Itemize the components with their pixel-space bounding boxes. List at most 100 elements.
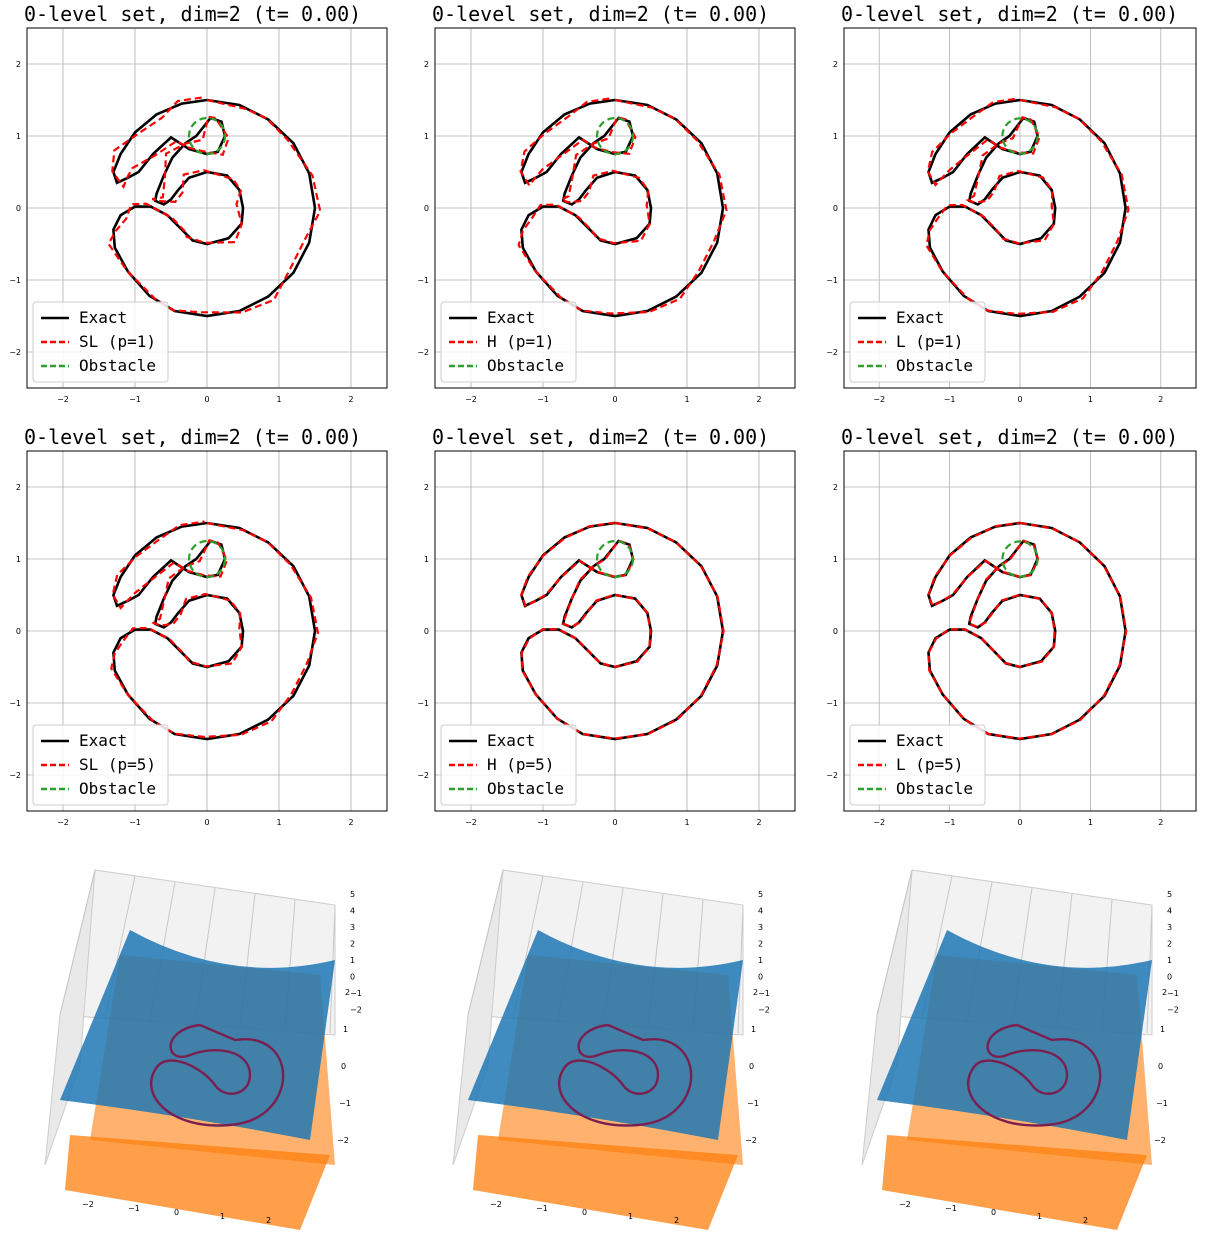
legend-label: Obstacle (79, 779, 156, 798)
z-tick-label: 1 (350, 956, 355, 965)
x-tick-label: 2 (348, 818, 353, 827)
z-tick-label: 1 (1167, 956, 1172, 965)
legend-label: Exact (896, 308, 944, 327)
z-tick-label: 5 (1167, 890, 1172, 899)
y-tick-label: −1 (826, 699, 838, 708)
z-tick-label: 3 (758, 923, 763, 932)
legend-label: Obstacle (896, 356, 973, 375)
x-tick-label: −2 (465, 395, 477, 404)
chart-title: 0-level set, dim=2 (t= 0.00) (24, 425, 362, 449)
chart-title: 0-level set, dim=2 (t= 0.00) (432, 425, 770, 449)
z-tick-label: −2 (1167, 1006, 1179, 1015)
obstacle-circle (595, 116, 635, 156)
z-tick-label: −1 (1167, 989, 1179, 998)
legend-label: Exact (487, 731, 535, 750)
z-tick-label: 0 (758, 973, 763, 982)
x-tick-label: 0 (204, 395, 209, 404)
y-tick-label: 2 (16, 483, 21, 492)
z-tick-label: 0 (1167, 973, 1172, 982)
y-tick-label: −2 (417, 771, 429, 780)
level-set-axes: −2 −2 −1 −1 0 0 1 1 2 2 Exact L (p=1) Obstacle (826, 27, 1197, 404)
x-tick-label: 2 (1083, 1216, 1088, 1225)
z-tick-label: 2 (758, 940, 763, 949)
axes-frame (434, 450, 796, 812)
y-tick-label: 2 (1162, 988, 1167, 997)
x-tick-label: −2 (57, 818, 69, 827)
x-tick-label: −2 (57, 395, 69, 404)
y-tick-label: 2 (833, 60, 838, 69)
y-tick-label: 2 (345, 988, 350, 997)
axes-frame (843, 450, 1197, 812)
y-tick-label: 1 (16, 555, 21, 564)
x-tick-label: −2 (465, 818, 477, 827)
x-tick-label: 2 (1158, 818, 1163, 827)
chart-title: 0-level set, dim=2 (t= 0.00) (24, 2, 362, 26)
surface-plot: −2 −1 0 1 2 2 1 0 −1 −2 5 4 3 2 1 0 −1 −2 (452, 869, 770, 1230)
y-tick-label: −2 (417, 348, 429, 357)
zero-contour (149, 1023, 285, 1127)
z-tick-label: 2 (350, 940, 355, 949)
x-tick-label: 2 (674, 1216, 679, 1225)
legend-box (440, 724, 577, 806)
x-tick-label: 0 (991, 1208, 996, 1217)
y-tick-label: −1 (9, 699, 21, 708)
approx-curve (517, 97, 728, 315)
legend-label: L (p=1) (896, 332, 963, 351)
legend-label: H (p=5) (487, 755, 554, 774)
upper-surface (60, 930, 335, 1140)
level-set-axes: −2 −2 −1 −1 0 0 1 1 2 2 Exact SL (p=5) Obstacle (9, 450, 388, 827)
pane-grid-line (876, 869, 913, 1016)
level-set-axes: −2 −2 −1 −1 0 0 1 1 2 2 Exact H (p=1) Obstacle (417, 27, 796, 404)
z-tick-label: 3 (350, 923, 355, 932)
lower-surface (882, 1135, 1147, 1230)
y-tick-label: 1 (751, 1025, 756, 1034)
legend-box (32, 724, 169, 806)
legend-label: Obstacle (896, 779, 973, 798)
y-tick-label: 0 (341, 1062, 346, 1071)
x-tick-label: −1 (944, 395, 956, 404)
surface-plot: −2 −1 0 1 2 2 1 0 −1 −2 5 4 3 2 1 0 −1 −2 (44, 869, 362, 1230)
z-tick-label: 0 (350, 973, 355, 982)
z-tick-label: −1 (758, 989, 770, 998)
y-tick-label: −1 (1156, 1099, 1168, 1108)
x-tick-label: −1 (128, 1204, 140, 1213)
y-tick-label: 0 (833, 627, 838, 636)
axes-frame (434, 27, 796, 389)
level-set-axes: −2 −2 −1 −1 0 0 1 1 2 2 Exact SL (p=1) Obstacle (9, 27, 388, 404)
x-tick-label: −2 (82, 1200, 94, 1209)
x-tick-label: 1 (220, 1212, 225, 1221)
y-tick-label: 1 (833, 132, 838, 141)
x-tick-label: 0 (174, 1208, 179, 1217)
x-tick-label: −1 (945, 1204, 957, 1213)
upper-surface (468, 930, 743, 1140)
z-tick-label: −1 (350, 989, 362, 998)
axes-frame (26, 450, 388, 812)
x-tick-label: 1 (684, 395, 689, 404)
axes-frame (843, 27, 1197, 389)
z-tick-label: 4 (1167, 907, 1172, 916)
pane-grid-line (467, 869, 504, 1016)
y-tick-label: 0 (16, 627, 21, 636)
x-tick-label: −1 (129, 395, 141, 404)
chart-title: 0-level set, dim=2 (t= 0.00) (841, 425, 1179, 449)
y-tick-label: −1 (747, 1099, 759, 1108)
y-tick-label: −2 (9, 771, 21, 780)
y-tick-label: 1 (16, 132, 21, 141)
x-tick-label: 1 (684, 818, 689, 827)
x-tick-label: −1 (129, 818, 141, 827)
lower-surface (473, 1135, 738, 1230)
panel-3: 0-level set, dim=2 (t= 0.00) −2 −2 −1 −1 0 0 1… (817, 0, 1209, 410)
y-tick-label: 1 (1160, 1025, 1165, 1034)
y-tick-label: −2 (1154, 1136, 1166, 1145)
x-tick-label: −1 (537, 395, 549, 404)
legend-label: SL (p=1) (79, 332, 156, 351)
obstacle-circle (1001, 540, 1039, 578)
legend-label: Exact (79, 731, 127, 750)
y-tick-label: −2 (826, 771, 838, 780)
y-tick-label: −1 (9, 276, 21, 285)
x-tick-label: 1 (628, 1212, 633, 1221)
x-tick-label: 1 (1037, 1212, 1042, 1221)
zero-contour (557, 1023, 693, 1127)
y-tick-label: −2 (9, 348, 21, 357)
y-tick-label: −1 (339, 1099, 351, 1108)
